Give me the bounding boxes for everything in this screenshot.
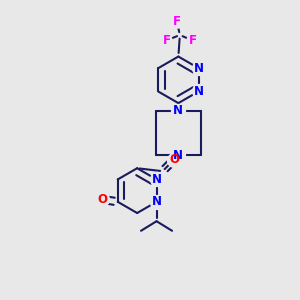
Text: F: F (173, 15, 181, 28)
Text: N: N (194, 85, 203, 98)
Text: N: N (194, 62, 203, 75)
Text: F: F (162, 34, 170, 47)
Text: O: O (169, 153, 179, 166)
Text: O: O (97, 193, 107, 206)
Text: N: N (173, 104, 183, 117)
Text: N: N (152, 173, 161, 186)
Text: N: N (152, 195, 161, 208)
Text: N: N (173, 149, 183, 162)
Text: F: F (188, 34, 196, 47)
